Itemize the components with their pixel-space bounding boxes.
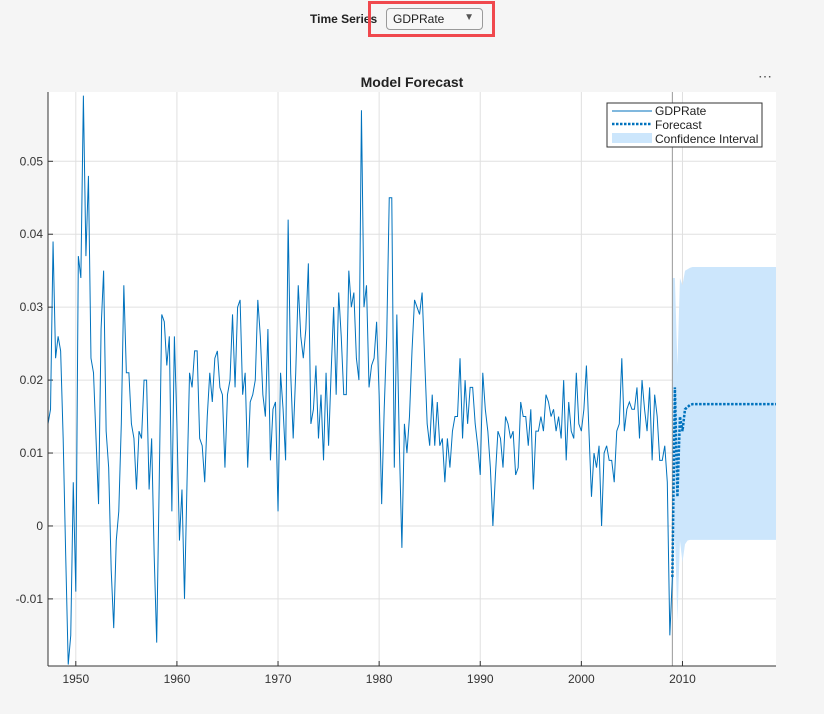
x-tick-label: 2010 [669, 672, 696, 686]
y-tick-label: 0.02 [20, 373, 44, 387]
time-series-dropdown[interactable]: GDPRate ▼ [386, 8, 483, 30]
dropdown-value: GDPRate [393, 12, 445, 26]
y-tick-label: 0.04 [20, 227, 44, 241]
y-tick-label: 0.05 [20, 154, 44, 168]
y-tick-label: 0.01 [20, 446, 44, 460]
x-tick-label: 1960 [164, 672, 191, 686]
highlight-box [368, 1, 495, 37]
y-tick-label: 0 [36, 519, 43, 533]
time-series-label: Time Series [310, 12, 378, 26]
y-tick-label: -0.01 [16, 592, 44, 606]
x-tick-label: 2000 [568, 672, 595, 686]
chart-title: Model Forecast [361, 74, 464, 90]
x-tick-label: 1970 [265, 672, 292, 686]
legend-label: Confidence Interval [655, 132, 758, 146]
more-options-icon[interactable]: ⋯ [758, 68, 773, 84]
legend-label: GDPRate [655, 104, 707, 118]
x-tick-label: 1980 [366, 672, 393, 686]
x-tick-label: 1950 [62, 672, 89, 686]
chevron-down-icon: ▼ [464, 12, 474, 23]
gdprate-line [47, 95, 673, 665]
legend-label: Forecast [655, 118, 702, 132]
confidence-interval-band [672, 267, 776, 621]
legend-ci-swatch [612, 133, 652, 143]
forecast-line [671, 387, 776, 578]
y-tick-label: 0.03 [20, 300, 44, 314]
plot-area [48, 92, 776, 666]
x-tick-label: 1990 [467, 672, 494, 686]
